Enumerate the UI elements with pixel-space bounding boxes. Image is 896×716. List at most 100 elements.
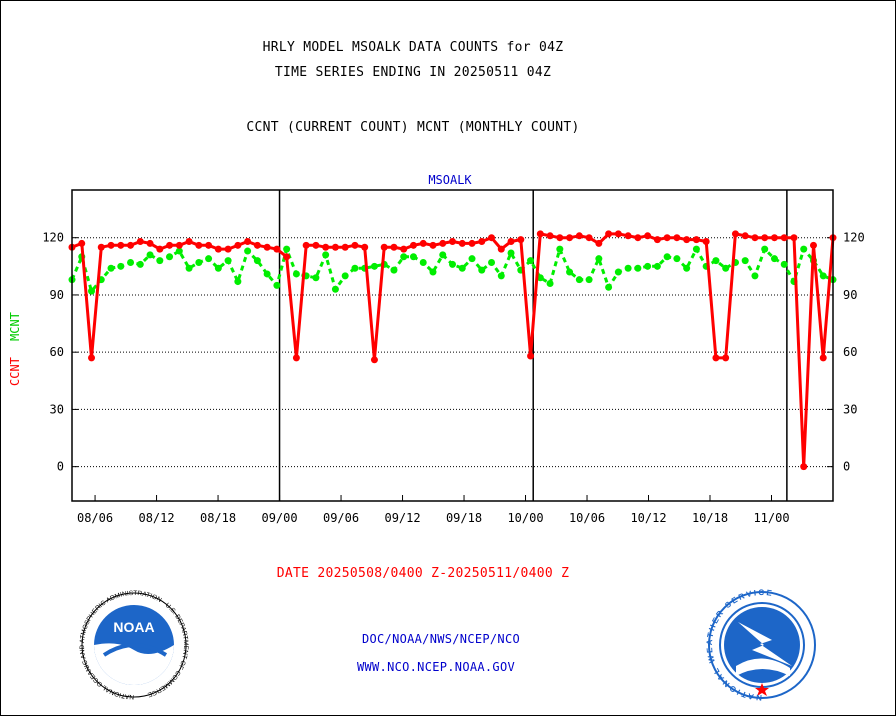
mcnt-point [136, 260, 144, 268]
mcnt-point [234, 278, 242, 286]
ccnt-point [185, 238, 193, 246]
mcnt-point [107, 264, 115, 272]
ccnt-point [605, 230, 613, 238]
ccnt-point [780, 234, 788, 242]
ccnt-point [712, 354, 720, 362]
ccnt-point [380, 243, 388, 251]
mcnt-point [624, 264, 632, 272]
x-tick-label: 09/00 [261, 511, 297, 525]
ccnt-point [692, 236, 700, 244]
ccnt-point [175, 241, 183, 249]
mcnt-point [166, 253, 174, 261]
mcnt-point [419, 259, 427, 267]
y-axis-label-mcnt: MCNT [8, 312, 22, 341]
ccnt-point [78, 239, 86, 247]
ccnt-point [663, 234, 671, 242]
ccnt-point [585, 234, 593, 242]
y-tick-label-left: 120 [42, 231, 64, 245]
y-tick-label-left: 0 [57, 460, 64, 474]
ccnt-point [244, 238, 252, 246]
mcnt-point [566, 268, 574, 276]
mcnt-point [770, 255, 778, 263]
mcnt-point [546, 279, 554, 287]
ccnt-point [166, 241, 174, 249]
ccnt-point [634, 234, 642, 242]
chart-subtitle: CCNT (CURRENT COUNT) MCNT (MONTHLY COUNT… [246, 120, 580, 135]
ccnt-point [673, 234, 681, 242]
mcnt-point [322, 251, 330, 259]
mcnt-point [175, 247, 183, 255]
x-tick-label: 09/12 [384, 511, 420, 525]
ccnt-point [107, 241, 115, 249]
mcnt-point [146, 251, 154, 259]
series-ccnt [68, 230, 837, 471]
x-tick-label: 08/12 [138, 511, 174, 525]
plot-title: MSOALK [428, 173, 472, 187]
ccnt-point [331, 243, 339, 251]
ccnt-point [419, 239, 427, 247]
mcnt-point [595, 255, 603, 263]
ccnt-point [575, 232, 583, 240]
ccnt-point [468, 239, 476, 247]
mcnt-point [644, 262, 652, 270]
mcnt-point [117, 262, 125, 270]
ccnt-point [156, 245, 164, 253]
ccnt-point [556, 234, 564, 242]
ccnt-point [614, 230, 622, 238]
x-tick-label: 10/00 [507, 511, 543, 525]
mcnt-point [614, 268, 622, 276]
mcnt-point [205, 255, 213, 263]
mcnt-point [390, 266, 398, 274]
ccnt-point [761, 234, 769, 242]
mcnt-point [741, 257, 749, 265]
mcnt-point [244, 247, 252, 255]
y-tick-label-left: 90 [50, 288, 64, 302]
mcnt-point [780, 260, 788, 268]
mcnt-point [409, 253, 417, 261]
ccnt-point [400, 245, 408, 253]
date-range: DATE 20250508/0400 Z-20250511/0400 Z [276, 566, 570, 581]
ccnt-point [800, 463, 808, 471]
mcnt-point [585, 276, 593, 284]
mcnt-point [312, 274, 320, 282]
ccnt-point [97, 243, 105, 251]
x-ticks: 08/06 08/12 08/18 09/00 09/06 09/12 09/18 10/00… [77, 495, 790, 525]
mcnt-point [458, 264, 466, 272]
ccnt-point [488, 234, 496, 242]
x-tick-label: 11/00 [753, 511, 789, 525]
mcnt-point [127, 259, 135, 267]
ccnt-point [770, 234, 778, 242]
mcnt-point [478, 266, 486, 274]
ccnt-point [127, 241, 135, 249]
mcnt-point [692, 245, 700, 253]
x-tick-label: 09/18 [446, 511, 482, 525]
ccnt-point [527, 352, 535, 360]
ccnt-point [624, 232, 632, 240]
mcnt-point [263, 270, 271, 278]
mcnt-point [575, 276, 583, 284]
mcnt-point [488, 259, 496, 267]
mcnt-point [605, 283, 613, 291]
ccnt-point [702, 238, 710, 246]
ccnt-point [751, 234, 759, 242]
mcnt-point [527, 257, 535, 265]
website-link[interactable]: WWW.NCO.NCEP.NOAA.GOV [356, 660, 516, 674]
org-path: DOC/NOAA/NWS/NCEP/NCO [361, 632, 521, 646]
mcnt-point [283, 245, 291, 253]
ccnt-point [722, 354, 730, 362]
mcnt-point [400, 253, 408, 261]
y-tick-label-left: 30 [50, 402, 64, 416]
mcnt-point [751, 272, 759, 280]
y-axis-label-group: CCNT MCNT [8, 312, 22, 386]
x-tick-label: 09/06 [323, 511, 359, 525]
mcnt-point [224, 257, 232, 265]
day-dividers [278, 190, 788, 501]
mcnt-point [273, 281, 281, 289]
ccnt-point [536, 230, 544, 238]
mcnt-point [653, 262, 661, 270]
ccnt-point [819, 354, 827, 362]
mcnt-point [370, 262, 378, 270]
ccnt-point [195, 241, 203, 249]
y-tick-label-right: 120 [843, 231, 865, 245]
